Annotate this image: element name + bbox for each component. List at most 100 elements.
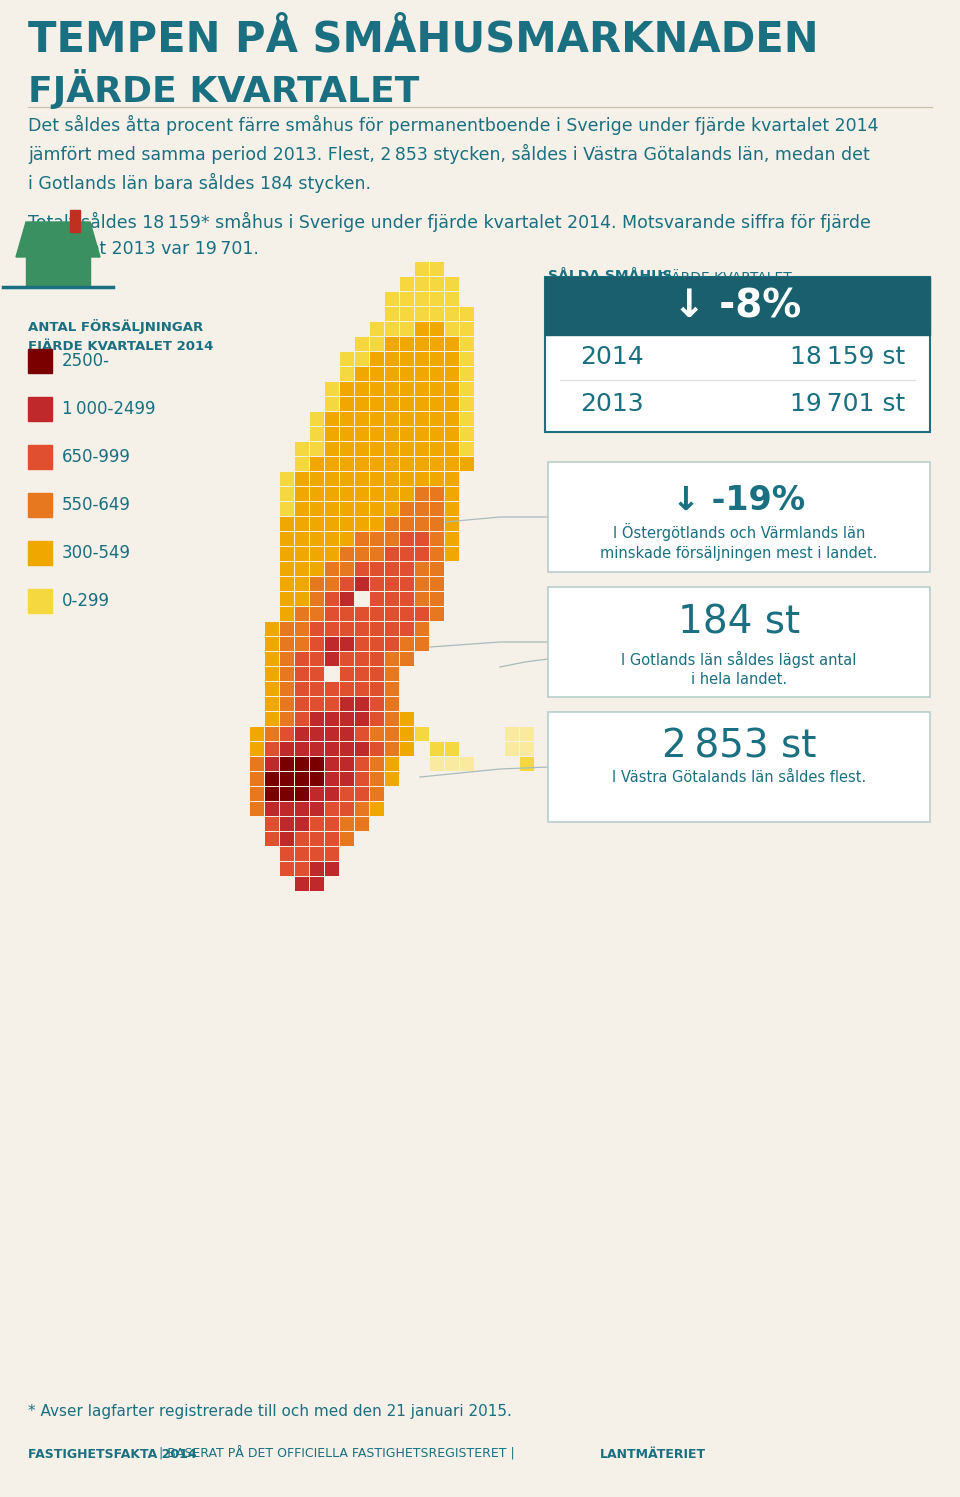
Bar: [385, 698, 399, 711]
Bar: [340, 576, 354, 591]
Text: 18 159 st: 18 159 st: [790, 344, 905, 368]
Bar: [430, 457, 444, 472]
Bar: [355, 352, 369, 365]
Bar: [310, 591, 324, 606]
Bar: [295, 668, 309, 681]
Bar: [545, 277, 930, 433]
Bar: [430, 322, 444, 335]
Bar: [460, 757, 474, 771]
Bar: [295, 487, 309, 501]
Bar: [310, 412, 324, 427]
Bar: [295, 561, 309, 576]
Bar: [430, 397, 444, 412]
Bar: [385, 516, 399, 531]
Text: 2 853 st: 2 853 st: [661, 728, 816, 766]
Bar: [520, 728, 534, 741]
Bar: [265, 668, 279, 681]
Bar: [280, 501, 294, 516]
Bar: [445, 337, 459, 350]
Bar: [280, 787, 294, 801]
Bar: [445, 516, 459, 531]
Bar: [295, 802, 309, 816]
Bar: [325, 698, 339, 711]
Bar: [310, 427, 324, 442]
Bar: [280, 683, 294, 696]
Bar: [340, 802, 354, 816]
Bar: [385, 472, 399, 487]
Bar: [415, 501, 429, 516]
Bar: [355, 427, 369, 442]
Text: I Östergötlands och Värmlands län
minskade försäljningen mest i landet.: I Östergötlands och Värmlands län minska…: [600, 522, 877, 561]
Bar: [400, 292, 414, 305]
Bar: [340, 367, 354, 382]
Bar: [325, 832, 339, 846]
Text: 184 st: 184 st: [678, 603, 800, 641]
Bar: [460, 337, 474, 350]
Bar: [430, 531, 444, 546]
Bar: [445, 546, 459, 561]
Bar: [370, 787, 384, 801]
Bar: [325, 382, 339, 397]
Bar: [385, 412, 399, 427]
Bar: [505, 743, 519, 756]
Bar: [70, 210, 80, 232]
Bar: [370, 728, 384, 741]
Bar: [295, 683, 309, 696]
Bar: [295, 817, 309, 831]
Bar: [370, 757, 384, 771]
Bar: [430, 561, 444, 576]
Bar: [400, 728, 414, 741]
Bar: [265, 638, 279, 651]
Bar: [415, 277, 429, 290]
Bar: [295, 576, 309, 591]
Bar: [430, 292, 444, 305]
Bar: [26, 257, 90, 287]
Bar: [548, 463, 930, 572]
Bar: [325, 472, 339, 487]
Bar: [280, 621, 294, 636]
Bar: [310, 847, 324, 861]
Bar: [370, 412, 384, 427]
Polygon shape: [16, 222, 100, 257]
Bar: [325, 501, 339, 516]
Bar: [265, 757, 279, 771]
Bar: [415, 531, 429, 546]
Text: 1 000-2499: 1 000-2499: [62, 400, 156, 418]
Bar: [415, 591, 429, 606]
Text: 2013: 2013: [580, 392, 643, 416]
Bar: [310, 743, 324, 756]
Bar: [385, 772, 399, 786]
Bar: [400, 352, 414, 365]
Bar: [430, 516, 444, 531]
Bar: [340, 668, 354, 681]
Bar: [340, 743, 354, 756]
Bar: [385, 638, 399, 651]
Bar: [400, 277, 414, 290]
Bar: [295, 728, 309, 741]
Bar: [310, 772, 324, 786]
Bar: [280, 713, 294, 726]
Bar: [370, 576, 384, 591]
Text: Det såldes åtta procent färre småhus för permanentboende i Sverige under fjärde : Det såldes åtta procent färre småhus för…: [28, 115, 878, 193]
Bar: [430, 757, 444, 771]
Bar: [385, 713, 399, 726]
Bar: [310, 561, 324, 576]
Bar: [370, 698, 384, 711]
Bar: [325, 713, 339, 726]
Bar: [548, 713, 930, 822]
Bar: [325, 397, 339, 412]
Bar: [28, 540, 52, 564]
Bar: [548, 587, 930, 698]
Bar: [280, 546, 294, 561]
Bar: [370, 337, 384, 350]
Bar: [415, 382, 429, 397]
Bar: [310, 576, 324, 591]
Bar: [280, 817, 294, 831]
Text: ANTAL FÖRSÄLJNINGAR
FJÄRDE KVARTALET 2014: ANTAL FÖRSÄLJNINGAR FJÄRDE KVARTALET 201…: [28, 319, 213, 353]
Bar: [295, 877, 309, 891]
Bar: [385, 337, 399, 350]
Bar: [400, 576, 414, 591]
Bar: [385, 683, 399, 696]
Bar: [400, 397, 414, 412]
Bar: [280, 862, 294, 876]
